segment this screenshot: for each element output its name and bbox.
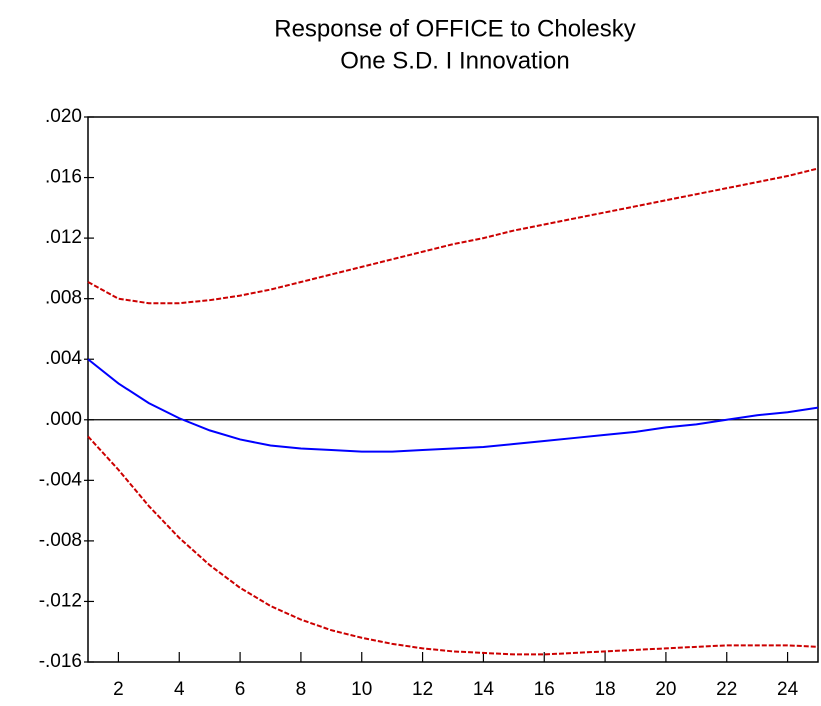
chart-title: One S.D. I Innovation	[340, 47, 569, 74]
y-tick-label: .020	[45, 106, 82, 127]
x-tick-label: 10	[351, 679, 372, 700]
x-tick-label: 20	[655, 679, 676, 700]
data-line	[87, 358, 819, 453]
x-tick-label: 8	[296, 679, 307, 700]
y-tick-label: .000	[45, 409, 82, 430]
x-tick-label: 4	[174, 679, 185, 700]
x-tick-label: 14	[473, 679, 495, 700]
data-line	[87, 435, 819, 656]
y-tick-label: -.012	[39, 590, 82, 611]
y-tick-label: -.004	[39, 469, 83, 490]
x-tick-label: 2	[113, 679, 124, 700]
x-tick-label: 16	[534, 679, 555, 700]
y-tick-label: .012	[45, 227, 82, 248]
x-tick-label: 12	[412, 679, 433, 700]
plot-frame	[87, 116, 819, 663]
x-tick-label: 18	[595, 679, 616, 700]
data-line	[87, 167, 819, 305]
x-tick-label: 6	[235, 679, 246, 700]
y-tick-label: -.008	[39, 530, 82, 551]
x-tick-label: 24	[777, 679, 799, 700]
x-tick-label: 22	[716, 679, 737, 700]
y-tick-label: .004	[45, 348, 82, 369]
y-tick-label: -.016	[39, 651, 82, 672]
y-tick-label: .008	[45, 288, 82, 309]
chart-title: Response of OFFICE to Cholesky	[274, 15, 635, 42]
y-tick-label: .016	[45, 167, 82, 188]
